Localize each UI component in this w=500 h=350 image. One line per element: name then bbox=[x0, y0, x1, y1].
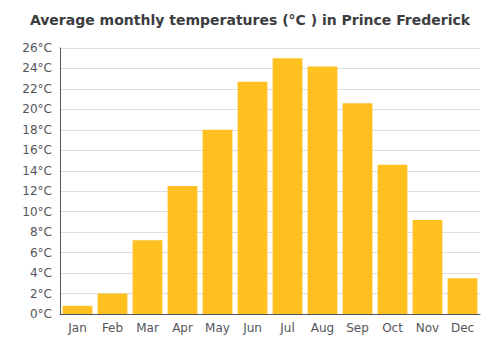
svg-text:24°C: 24°C bbox=[22, 61, 52, 75]
svg-text:Dec: Dec bbox=[451, 321, 474, 335]
svg-text:Apr: Apr bbox=[172, 321, 193, 335]
svg-text:May: May bbox=[205, 321, 230, 335]
svg-text:Feb: Feb bbox=[102, 321, 123, 335]
svg-text:Mar: Mar bbox=[136, 321, 159, 335]
svg-text:Oct: Oct bbox=[382, 321, 403, 335]
svg-text:10°C: 10°C bbox=[22, 205, 52, 219]
svg-text:2°C: 2°C bbox=[30, 287, 52, 301]
svg-text:Average monthly temperatures (: Average monthly temperatures (°C ) in Pr… bbox=[30, 12, 471, 28]
svg-text:Nov: Nov bbox=[416, 321, 439, 335]
svg-text:Jul: Jul bbox=[279, 321, 294, 335]
svg-text:18°C: 18°C bbox=[22, 123, 52, 137]
svg-text:Aug: Aug bbox=[311, 321, 334, 335]
svg-text:4°C: 4°C bbox=[30, 266, 52, 280]
svg-text:Sep: Sep bbox=[346, 321, 369, 335]
svg-text:26°C: 26°C bbox=[22, 41, 52, 55]
svg-text:Jan: Jan bbox=[67, 321, 87, 335]
svg-text:8°C: 8°C bbox=[30, 225, 52, 239]
svg-text:6°C: 6°C bbox=[30, 246, 52, 260]
svg-text:20°C: 20°C bbox=[22, 102, 52, 116]
svg-text:14°C: 14°C bbox=[22, 164, 52, 178]
svg-text:0°C: 0°C bbox=[30, 307, 52, 321]
svg-text:12°C: 12°C bbox=[22, 184, 52, 198]
svg-text:16°C: 16°C bbox=[22, 143, 52, 157]
svg-text:Jun: Jun bbox=[242, 321, 262, 335]
svg-text:22°C: 22°C bbox=[22, 82, 52, 96]
